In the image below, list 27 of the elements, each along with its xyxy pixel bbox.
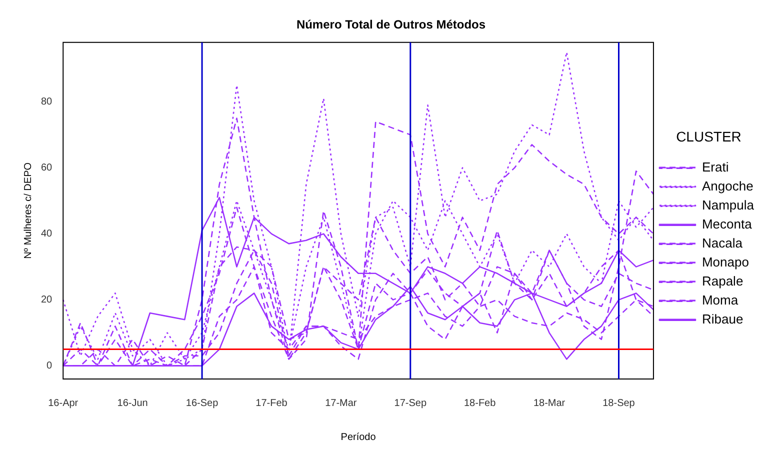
x-tick-label: 16-Apr [48,398,79,409]
legend-label: Nacala [702,235,744,250]
x-tick-label: 17-Sep [394,398,427,409]
x-tick-label: 17-Feb [256,398,288,409]
y-tick-label: 80 [41,96,53,108]
x-tick-label: 18-Sep [602,398,636,409]
x-tick-label: 17-Mar [325,398,358,409]
legend-label: Angoche [702,178,754,194]
y-axis-title: Nº Mulheres c/ DEPO [22,162,34,259]
y-tick-label: 20 [41,294,53,306]
chart-title: Número Total de Outros Métodos [296,18,486,32]
legend-label: Rapale [702,273,744,288]
y-tick-label: 60 [41,162,53,174]
x-tick-label: 16-Jun [117,398,148,409]
y-tick-label: 0 [46,360,53,372]
y-tick-label: 40 [41,228,53,240]
x-tick-label: 18-Feb [464,398,496,409]
legend-label: Erati [702,159,729,174]
x-tick-label: 16-Sep [186,398,219,409]
legend-label: Meconta [702,216,753,232]
legend-label: Monapo [702,254,749,270]
legend-label: Ribaue [702,311,744,326]
legend-title: CLUSTER [676,128,742,144]
legend-label: Nampula [702,197,755,212]
legend-label: Moma [702,292,739,308]
x-axis-title: Período [340,432,376,443]
x-tick-label: 18-Mar [533,398,566,409]
